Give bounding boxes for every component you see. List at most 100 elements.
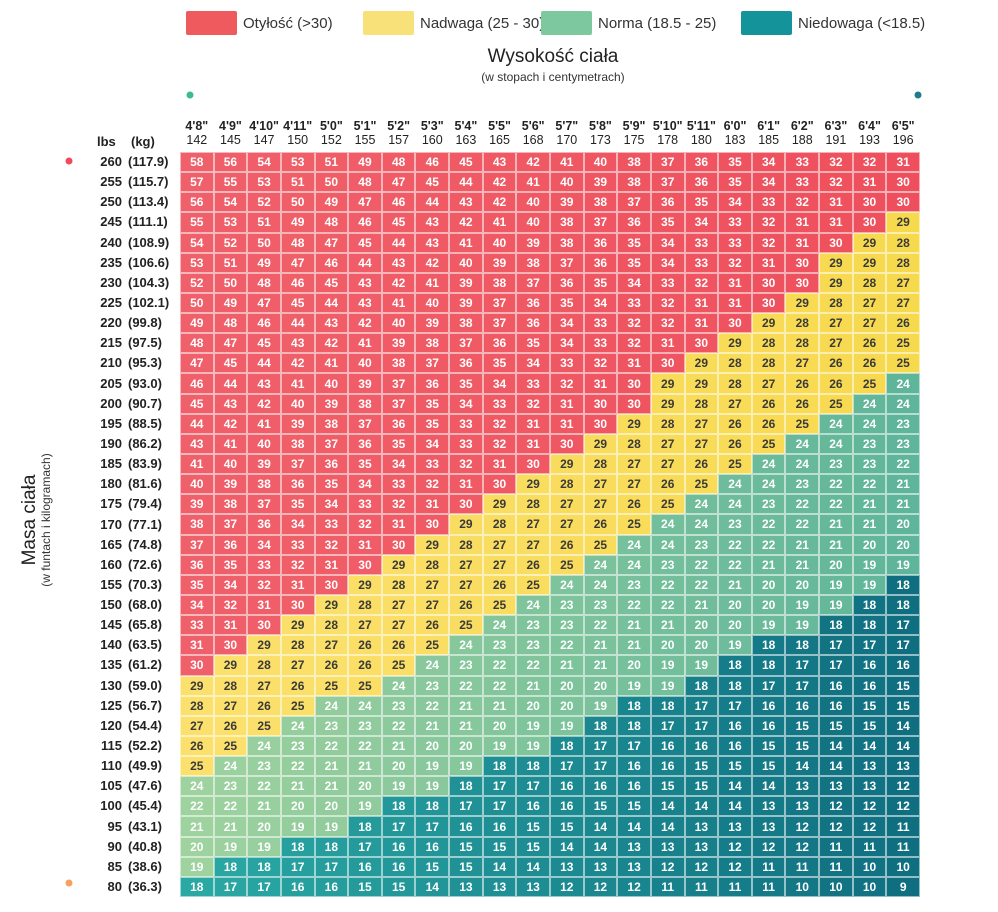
bmi-cell: 26: [785, 373, 820, 394]
weight-lbs-label: 200: [100, 395, 122, 411]
bmi-cell: 14: [583, 816, 618, 837]
bmi-cell: 24: [718, 494, 752, 515]
weight-lbs-label: 80: [107, 878, 122, 894]
bmi-cell: 32: [348, 514, 382, 535]
bmi-cell: 26: [449, 594, 483, 616]
bmi-cell: 36: [415, 373, 450, 394]
bmi-cell: 37: [650, 152, 685, 173]
weight-lbs-label: 90: [107, 838, 122, 854]
bmi-cell: 12: [819, 796, 853, 817]
bmi-cell: 20: [684, 635, 719, 656]
bmi-cell: 22: [819, 474, 853, 495]
bmi-cell: 12: [650, 856, 685, 877]
bmi-cell: 13: [684, 836, 719, 857]
bmi-cell: 32: [785, 192, 820, 213]
bmi-cell: 49: [213, 292, 248, 314]
bmi-cell: 29: [650, 373, 685, 394]
bmi-cell: 35: [415, 393, 450, 414]
bmi-cell: 21: [280, 776, 315, 797]
bmi-cell: 20: [550, 695, 584, 716]
bmi-cell: 23: [280, 735, 315, 757]
bmi-cell: 23: [482, 635, 517, 656]
height-cm: 178: [657, 133, 679, 147]
bmi-cell: 33: [583, 313, 618, 334]
bmi-cell: 22: [650, 574, 685, 595]
bmi-cell: 25: [819, 393, 853, 414]
bmi-cell: 21: [852, 494, 887, 515]
bmi-cell: 39: [381, 333, 416, 354]
bmi-cell: 14: [650, 816, 685, 837]
bmi-cell: 26: [381, 635, 416, 656]
weight-kg-label: (102.1): [128, 295, 170, 310]
bmi-cell: 45: [381, 212, 416, 233]
bmi-cell: 32: [583, 353, 618, 374]
bmi-cell: 26: [348, 635, 382, 656]
bmi-cell: 28: [583, 454, 618, 475]
bmi-cell: 22: [751, 514, 786, 535]
bmi-cell: 37: [415, 353, 450, 374]
bmi-cell: 14: [583, 836, 618, 857]
height-cm: 147: [253, 133, 275, 147]
bmi-cell: 31: [785, 212, 820, 233]
bmi-cell: 30: [583, 413, 618, 434]
bmi-cell: 20: [718, 615, 752, 636]
bmi-cell: 24: [785, 454, 820, 475]
bmi-cell: 27: [348, 615, 382, 636]
bmi-cell: 45: [180, 393, 214, 414]
bmi-cell: 28: [852, 272, 887, 293]
bmi-cell: 45: [314, 272, 349, 293]
height-label: 4'10" 147: [247, 120, 281, 147]
bmi-cell: 26: [751, 393, 786, 414]
height-feet: 5'0": [319, 119, 343, 133]
bmi-cell: 28: [381, 574, 416, 595]
bmi-cell: 58: [180, 152, 214, 173]
bmi-cell: 22: [852, 474, 887, 495]
bmi-cell: 46: [381, 192, 416, 213]
weight-kg-label: (97.5): [128, 335, 162, 351]
bmi-cell: 25: [280, 695, 315, 716]
bmi-cell: 41: [348, 333, 382, 354]
bmi-cell: 36: [482, 333, 517, 354]
legend-swatch: [541, 11, 592, 35]
bmi-cell: 38: [583, 192, 618, 213]
bmi-cell: 37: [516, 272, 550, 293]
bmi-cell: 38: [449, 313, 483, 334]
bmi-cell: 18: [213, 856, 248, 877]
bmi-cell: 19: [550, 715, 584, 736]
bmi-cell: 33: [415, 454, 450, 475]
weight-kg-label: (74.8): [128, 536, 162, 552]
bmi-cell: 33: [718, 212, 752, 233]
bmi-cell: 40: [348, 353, 382, 374]
bmi-cell: 33: [482, 393, 517, 414]
bmi-cell: 42: [482, 172, 517, 193]
bmi-cell: 53: [247, 172, 281, 193]
bmi-cell: 11: [852, 836, 887, 857]
height-label: 5'1" 155: [348, 120, 382, 147]
bmi-cell: 40: [314, 373, 349, 394]
bmi-cell: 21: [247, 796, 281, 817]
bmi-cell: 32: [550, 373, 584, 394]
bmi-cell: 35: [650, 212, 685, 233]
bmi-cell: 28: [751, 353, 786, 374]
weight-kg-label: (59.0): [128, 677, 162, 693]
height-label: 5'11" 180: [684, 120, 718, 147]
bmi-cell: 32: [247, 574, 281, 595]
bmi-cell: 27: [617, 474, 651, 495]
bmi-cell: 16: [617, 756, 651, 777]
weight-kg-label: (104.3): [128, 274, 170, 290]
bmi-cell: 34: [583, 292, 618, 314]
bmi-cell: 15: [516, 836, 550, 857]
bmi-cell: 21: [785, 534, 820, 555]
bmi-cell: 43: [482, 152, 517, 173]
bmi-cell: 22: [516, 655, 550, 676]
bmi-cell: 17: [785, 655, 820, 676]
bmi-cell: 47: [280, 252, 315, 273]
bmi-cell: 27: [751, 373, 786, 394]
height-cm: 165: [489, 133, 510, 147]
bmi-cell: 19: [381, 776, 416, 797]
weight-kg-label: (40.8): [128, 838, 162, 854]
bmi-cell: 48: [180, 333, 214, 354]
bmi-cell: 20: [650, 635, 685, 656]
bmi-cell: 38: [280, 433, 315, 455]
bmi-cell: 45: [449, 152, 483, 173]
